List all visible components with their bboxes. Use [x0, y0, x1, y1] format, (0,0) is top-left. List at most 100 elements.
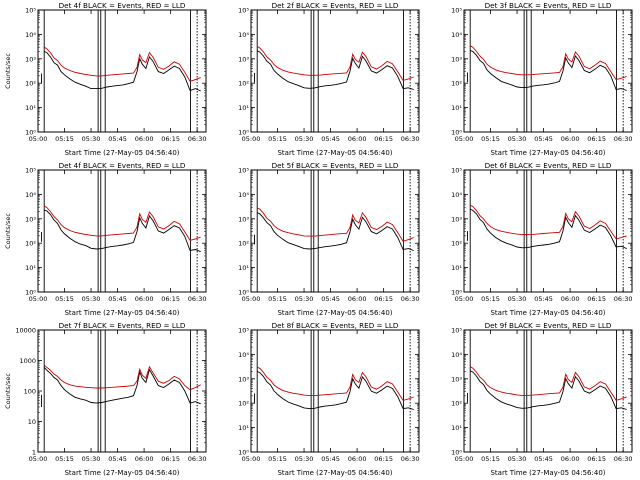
y-tick-label: 1 [32, 449, 36, 457]
x-tick-label: 06:30 [401, 455, 420, 463]
x-tick-label: 06:15 [161, 295, 180, 303]
x-tick-label: 05:30 [82, 135, 101, 143]
detector-panel-5: Det 5f BLACK = Events, RED = LLD Start Ti… [238, 161, 420, 317]
x-tick-label: 05:15 [268, 135, 287, 143]
x-tick-label: 05:15 [481, 135, 500, 143]
events-series-line [470, 49, 627, 91]
y-tick-label: 10⁵ [451, 167, 462, 175]
y-tick-label: 10³ [238, 215, 249, 223]
x-axis-label: Start Time (27-May-05 04:56:40) [277, 149, 392, 157]
lld-series-line [469, 45, 627, 81]
y-tick-label: 10⁰ [238, 289, 249, 297]
events-series-line [44, 209, 201, 253]
x-tick-label: 05:30 [82, 455, 101, 463]
events-series-line [257, 371, 414, 410]
x-tick-label: 05:00 [455, 135, 474, 143]
x-tick-label: 06:00 [135, 135, 154, 143]
x-tick-label: 06:00 [561, 135, 580, 143]
y-tick-label: 10² [238, 80, 249, 88]
y-tick-label: 10⁴ [25, 31, 36, 39]
x-tick-label: 05:30 [508, 455, 527, 463]
detector-panel-8: Det 8f BLACK = Events, RED = LLD Start Ti… [238, 321, 420, 477]
detector-panel-9: Det 9f BLACK = Events, RED = LLD Start Ti… [451, 321, 633, 477]
x-tick-label: 05:00 [242, 455, 261, 463]
y-axis-label: Counts/sec [4, 213, 12, 249]
panel-title: Det 2f BLACK = Events, RED = LLD [272, 1, 399, 10]
y-tick-label: 10 [28, 418, 36, 426]
y-tick-label: 10³ [451, 55, 462, 63]
plot-frame [37, 329, 207, 453]
x-tick-label: 06:30 [188, 455, 207, 463]
x-tick-label: 06:15 [587, 455, 606, 463]
y-tick-label: 10⁵ [238, 7, 249, 15]
detector-panel-3: Det 3f BLACK = Events, RED = LLD Start Ti… [451, 1, 632, 157]
y-tick-label: 10⁵ [451, 327, 462, 335]
x-tick-label: 05:15 [268, 455, 287, 463]
panel-title: Det 6f BLACK = Events, RED = LLD [485, 161, 612, 170]
x-tick-label: 06:30 [614, 295, 633, 303]
y-tick-label: 10² [25, 240, 36, 248]
y-axis-label: Counts/sec [4, 373, 12, 409]
x-axis-label: Start Time (27-May-05 04:56:40) [64, 469, 179, 477]
x-tick-label: 06:30 [401, 295, 420, 303]
y-tick-label: 10³ [238, 55, 249, 63]
x-tick-label: 06:00 [561, 455, 580, 463]
plot-frame [37, 169, 207, 293]
x-axis-label: Start Time (27-May-05 04:56:40) [277, 469, 392, 477]
x-tick-label: 06:15 [161, 455, 180, 463]
x-tick-label: 05:45 [321, 295, 340, 303]
x-tick-label: 05:45 [534, 135, 553, 143]
events-series-line [43, 366, 201, 405]
x-axis-label: Start Time (27-May-05 04:56:40) [277, 309, 392, 317]
y-tick-label: 10⁰ [238, 129, 249, 137]
detector-panel-6: Det 6f BLACK = Events, RED = LLD Start Ti… [451, 161, 633, 317]
plot-frame [37, 9, 207, 133]
x-tick-label: 06:00 [348, 295, 367, 303]
x-tick-label: 05:15 [55, 455, 74, 463]
x-tick-label: 05:15 [481, 455, 500, 463]
panel-title: Det 4f BLACK = Events, RED = LLD [59, 1, 186, 10]
y-tick-label: 10⁴ [238, 191, 249, 199]
x-tick-label: 05:45 [534, 295, 553, 303]
x-tick-label: 06:30 [401, 135, 420, 143]
y-tick-label: 10⁴ [451, 351, 462, 359]
x-axis-label: Start Time (27-May-05 04:56:40) [490, 309, 605, 317]
panel-title: Det 8f BLACK = Events, RED = LLD [272, 321, 399, 330]
panel-title: Det 7f BLACK = Events, RED = LLD [59, 321, 186, 330]
detector-panel-4: Det 4f BLACK = Events, RED = LLD Counts/s… [4, 161, 207, 317]
events-series-line [470, 370, 627, 410]
plot-frame [250, 9, 420, 133]
x-tick-label: 06:30 [614, 455, 633, 463]
y-tick-label: 10³ [451, 375, 462, 383]
panel-title: Det 3f BLACK = Events, RED = LLD [485, 1, 612, 10]
x-tick-label: 06:00 [135, 295, 154, 303]
y-tick-label: 10¹ [451, 104, 462, 112]
panel-title: Det 9f BLACK = Events, RED = LLD [485, 321, 612, 330]
y-tick-label: 10⁴ [451, 31, 462, 39]
y-tick-label: 10000 [15, 327, 36, 335]
lld-series-line [469, 204, 627, 240]
x-tick-label: 05:45 [108, 295, 127, 303]
events-series-line [44, 51, 201, 92]
x-tick-label: 06:00 [348, 135, 367, 143]
plot-frame [463, 329, 633, 453]
x-tick-label: 05:30 [508, 295, 527, 303]
y-tick-label: 10⁰ [451, 289, 462, 297]
y-tick-label: 10² [451, 400, 462, 408]
y-tick-label: 1000 [19, 357, 36, 365]
y-tick-label: 10⁵ [451, 7, 462, 15]
x-tick-label: 05:45 [534, 455, 553, 463]
x-tick-label: 06:15 [161, 135, 180, 143]
x-tick-label: 06:00 [348, 455, 367, 463]
y-tick-label: 10¹ [238, 264, 249, 272]
x-tick-label: 06:30 [188, 135, 207, 143]
panel-title: Det 5f BLACK = Events, RED = LLD [272, 161, 399, 170]
y-tick-label: 10¹ [238, 424, 249, 432]
x-tick-label: 06:15 [374, 295, 393, 303]
lld-series-line [256, 46, 414, 81]
x-tick-label: 05:45 [108, 135, 127, 143]
x-tick-label: 05:30 [82, 295, 101, 303]
y-tick-label: 10⁴ [451, 191, 462, 199]
y-tick-label: 10³ [25, 55, 36, 63]
